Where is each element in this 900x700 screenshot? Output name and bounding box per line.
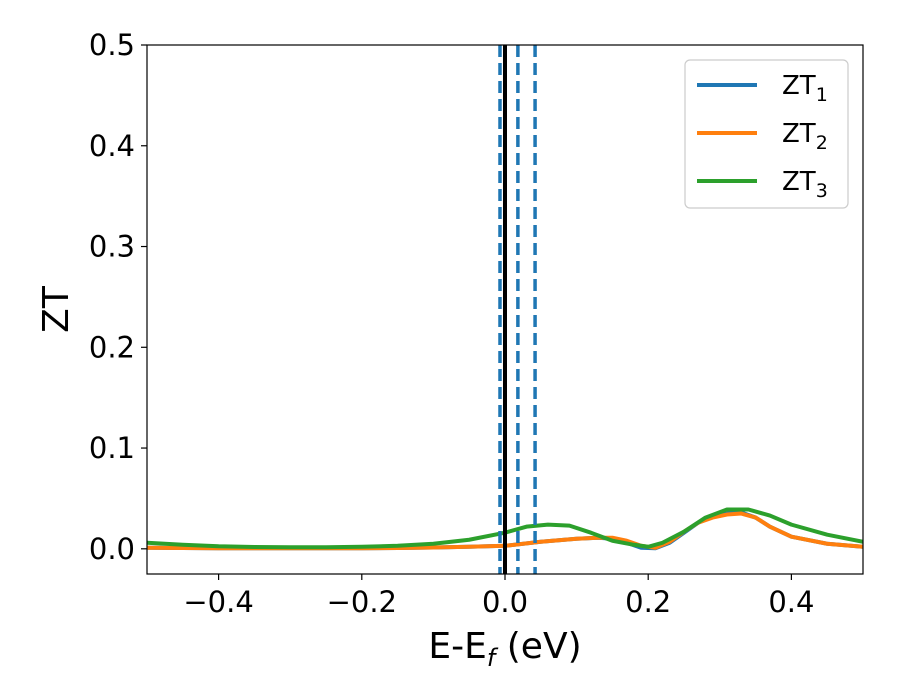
legend-label-zt2: ZT2 — [782, 119, 828, 154]
y-tick-label: 0.1 — [89, 431, 135, 465]
legend-label-main: ZT — [782, 71, 816, 101]
y-tick-label: 0.2 — [89, 330, 135, 364]
y-tick-label: 0.4 — [89, 129, 135, 163]
x-axis-label: E-Ef (eV) — [428, 626, 581, 672]
x-axis-label-main: E-E — [428, 626, 486, 667]
legend-label-sub: 3 — [816, 180, 828, 202]
legend-label-main: ZT — [782, 119, 816, 149]
axes: −0.4 −0.2 0.0 0.2 0.4 0.0 0.1 0.2 0.3 0.4 0.5 E-Ef … — [36, 28, 864, 672]
x-tick-label: 0.4 — [768, 585, 814, 619]
x-axis-label-unit: (eV) — [495, 626, 581, 667]
legend-box — [684, 59, 849, 209]
plot-area — [147, 45, 863, 574]
legend-label-sub: 2 — [816, 132, 828, 154]
legend-label-main: ZT — [782, 167, 816, 197]
legend-label-zt3: ZT3 — [782, 167, 828, 202]
y-axis-label: ZT — [36, 285, 77, 333]
x-tick-label: −0.2 — [327, 585, 397, 619]
x-tick-label: −0.4 — [183, 585, 253, 619]
x-tick-label: 0.2 — [625, 585, 671, 619]
y-tick-label: 0.3 — [89, 230, 135, 264]
y-tick-label: 0.5 — [89, 28, 135, 62]
legend-label-sub: 1 — [816, 84, 828, 106]
series-line-zt3 — [147, 507, 863, 550]
x-tick-label: 0.0 — [482, 585, 528, 619]
y-tick-label: 0.0 — [89, 532, 135, 566]
legend-label-zt1: ZT1 — [782, 71, 828, 106]
plot-inner — [147, 45, 863, 574]
